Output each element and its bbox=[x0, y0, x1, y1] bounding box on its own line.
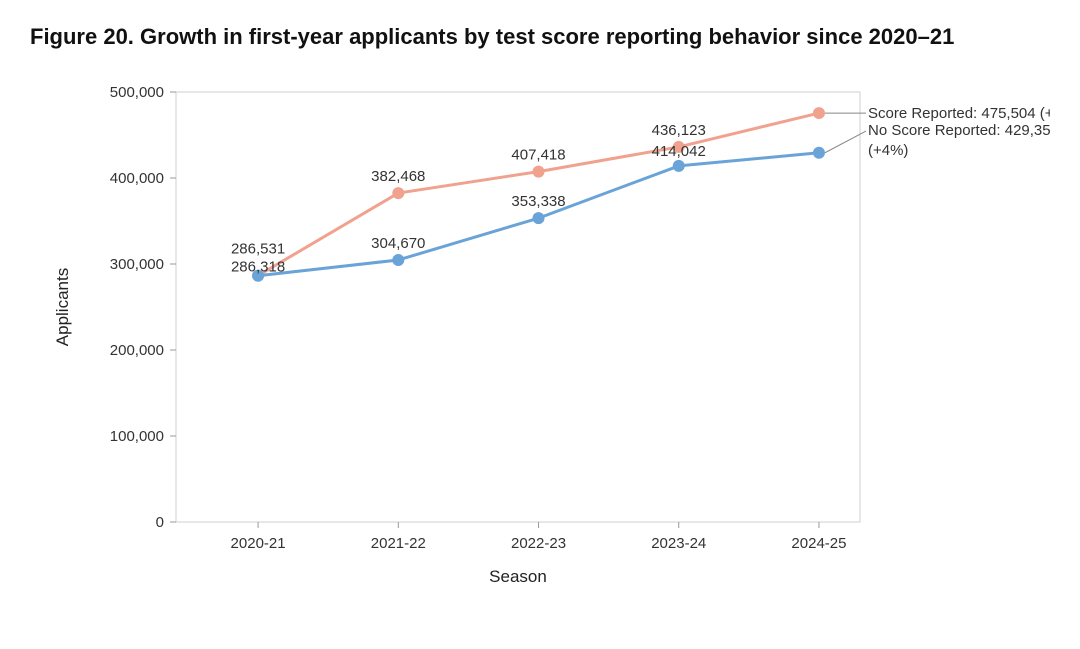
point-label: 436,123 bbox=[652, 122, 706, 139]
x-tick-label: 2022-23 bbox=[511, 535, 566, 552]
series-point bbox=[392, 187, 404, 199]
x-tick-label: 2023-24 bbox=[651, 535, 706, 552]
point-label: 382,468 bbox=[371, 168, 425, 185]
point-label: 286,318 bbox=[231, 258, 285, 275]
y-tick-label: 400,000 bbox=[110, 170, 164, 187]
y-tick-label: 0 bbox=[156, 514, 164, 531]
series-point bbox=[533, 165, 545, 177]
series-end-label: Score Reported: 475,504 (+9%) bbox=[868, 105, 1050, 122]
point-label: 286,531 bbox=[231, 240, 285, 257]
y-tick-label: 100,000 bbox=[110, 428, 164, 445]
x-tick-label: 2021-22 bbox=[371, 535, 426, 552]
series-point bbox=[813, 146, 825, 158]
series-point bbox=[673, 160, 685, 172]
point-label: 407,418 bbox=[511, 146, 565, 163]
figure-title: Figure 20. Growth in first-year applican… bbox=[30, 22, 970, 52]
y-tick-label: 300,000 bbox=[110, 256, 164, 273]
series-point bbox=[392, 254, 404, 266]
y-tick-label: 200,000 bbox=[110, 342, 164, 359]
point-label: 353,338 bbox=[511, 193, 565, 210]
point-label: 304,670 bbox=[371, 235, 425, 252]
series-end-label: (+4%) bbox=[868, 142, 908, 159]
y-tick-label: 500,000 bbox=[110, 84, 164, 101]
x-tick-label: 2020-21 bbox=[231, 535, 286, 552]
applicants-line-chart: 0 100,000 200,000 300,000 400,000 500,000 2020… bbox=[28, 62, 1052, 612]
series-point bbox=[813, 107, 825, 119]
chart-svg: 0 100,000 200,000 300,000 400,000 500,000 2020… bbox=[28, 62, 1050, 612]
x-tick-label: 2024-25 bbox=[791, 535, 846, 552]
point-label: 414,042 bbox=[652, 143, 706, 160]
y-axis-label: Applicants bbox=[53, 267, 72, 345]
x-axis-label: Season bbox=[489, 567, 547, 586]
series-end-label: No Score Reported: 429,356 bbox=[868, 122, 1050, 139]
series-point bbox=[533, 212, 545, 224]
